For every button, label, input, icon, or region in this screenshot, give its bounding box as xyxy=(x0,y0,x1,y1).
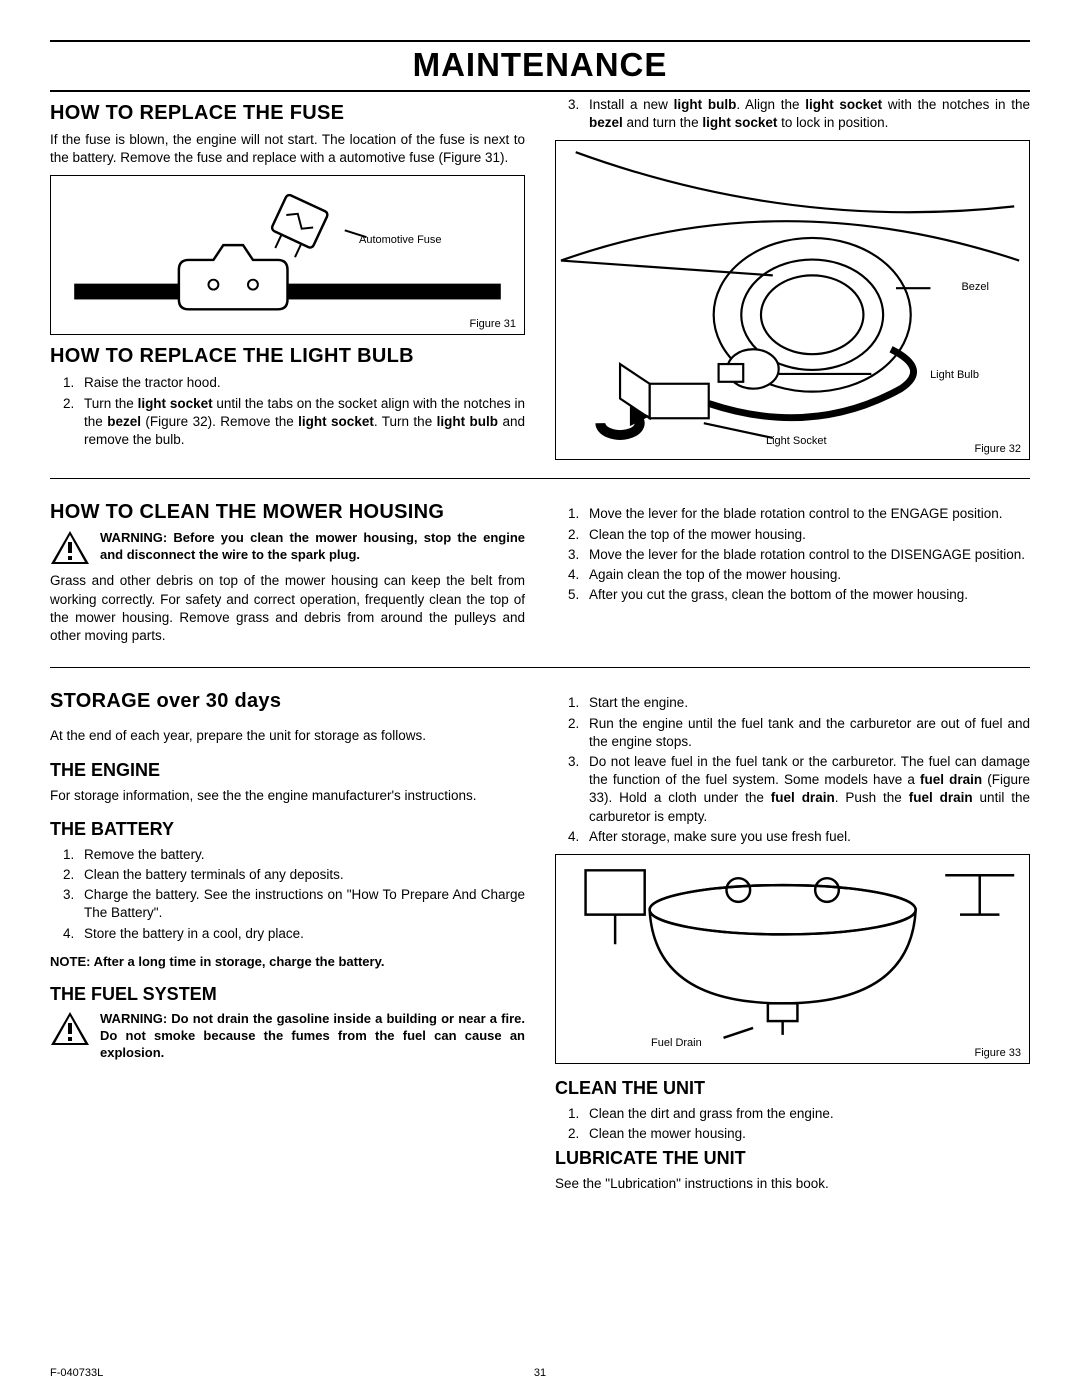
upper-right-col: Install a new light bulb. Align the ligh… xyxy=(555,92,1030,460)
upper-block: HOW TO REPLACE THE FUSE If the fuse is b… xyxy=(50,92,1030,460)
engine-para: For storage information, see the the eng… xyxy=(50,787,525,805)
clean-para: Grass and other debris on top of the mow… xyxy=(50,572,525,645)
clean-r5: After you cut the grass, clean the botto… xyxy=(583,586,1030,604)
clean-steps: Move the lever for the blade rotation co… xyxy=(555,505,1030,604)
fig32-bezel: Bezel xyxy=(961,281,989,293)
bulb-step1: Raise the tractor hood. xyxy=(78,374,525,392)
bs3b3: bezel xyxy=(589,115,623,130)
bs3b2: light socket xyxy=(805,97,882,112)
fig33-caption: Figure 33 xyxy=(975,1047,1021,1059)
clean-heading: HOW TO CLEAN THE MOWER HOUSING xyxy=(50,501,525,524)
bulb-illustration xyxy=(556,141,1029,459)
drain-illustration xyxy=(556,855,1029,1063)
low-right: Start the engine. Run the engine until t… xyxy=(555,680,1030,1196)
divider-2 xyxy=(50,667,1030,668)
bs2b1: light socket xyxy=(138,396,213,411)
cleanunit-heading: CLEAN THE UNIT xyxy=(555,1078,1030,1099)
lower-block: STORAGE over 30 days At the end of each … xyxy=(50,680,1030,1196)
top-rule xyxy=(50,40,1030,42)
warning-icon xyxy=(50,530,90,566)
divider-1 xyxy=(50,478,1030,479)
bs2m3: . Turn the xyxy=(374,414,437,429)
fuse-illustration xyxy=(51,176,524,334)
upper-left-col: HOW TO REPLACE THE FUSE If the fuse is b… xyxy=(50,92,525,460)
f3b2: fuel drain xyxy=(771,790,835,805)
clean-r2: Clean the top of the mower housing. xyxy=(583,526,1030,544)
bs3b4: light socket xyxy=(702,115,777,130)
fuel-2: Run the engine until the fuel tank and t… xyxy=(583,715,1030,751)
fig32-socket: Light Socket xyxy=(766,435,827,447)
mid-right: Move the lever for the blade rotation co… xyxy=(555,491,1030,649)
bs2a: Turn the xyxy=(84,396,138,411)
storage-para: At the end of each year, prepare the uni… xyxy=(50,727,525,745)
fig33-drain: Fuel Drain xyxy=(651,1037,702,1049)
fuel-4: After storage, make sure you use fresh f… xyxy=(583,828,1030,846)
bs2b3: light socket xyxy=(298,414,374,429)
fig32-caption: Figure 32 xyxy=(975,443,1021,455)
footer: F-040733L 31 xyxy=(50,1367,1030,1379)
fuse-para: If the fuse is blown, the engine will no… xyxy=(50,131,525,167)
bulb-step2: Turn the light socket until the tabs on … xyxy=(78,395,525,450)
fuel-steps: Start the engine. Run the engine until t… xyxy=(555,694,1030,846)
bulb-heading: HOW TO REPLACE THE LIGHT BULB xyxy=(50,345,525,368)
mid-left: HOW TO CLEAN THE MOWER HOUSING WARNING: … xyxy=(50,491,525,649)
engine-heading: THE ENGINE xyxy=(50,760,525,781)
bat-3: Charge the battery. See the instructions… xyxy=(78,886,525,922)
footer-page: 31 xyxy=(534,1367,546,1379)
fuel-warning: WARNING: Do not drain the gasoline insid… xyxy=(50,1011,525,1062)
figure-33: Fuel Drain Figure 33 xyxy=(555,854,1030,1064)
f3b3: fuel drain xyxy=(909,790,973,805)
clean-r4: Again clean the top of the mower housing… xyxy=(583,566,1030,584)
storage-heading: STORAGE over 30 days xyxy=(50,690,525,713)
fig31-caption: Figure 31 xyxy=(470,318,516,330)
battery-steps: Remove the battery. Clean the battery te… xyxy=(50,846,525,943)
figure-31: Automotive Fuse Figure 31 xyxy=(50,175,525,335)
bulb-step3: Install a new light bulb. Align the ligh… xyxy=(583,96,1030,132)
lube-heading: LUBRICATE THE UNIT xyxy=(555,1148,1030,1169)
clean-r1: Move the lever for the blade rotation co… xyxy=(583,505,1030,523)
fuel-warning-text: WARNING: Do not drain the gasoline insid… xyxy=(100,1011,525,1062)
low-left: STORAGE over 30 days At the end of each … xyxy=(50,680,525,1196)
fig32-bulb: Light Bulb xyxy=(930,369,979,381)
clean-warning: WARNING: Before you clean the mower hous… xyxy=(50,530,525,566)
page-title: MAINTENANCE xyxy=(50,46,1030,84)
footer-left: F-040733L xyxy=(50,1367,103,1379)
fig31-label-fuse: Automotive Fuse xyxy=(359,234,442,246)
bs3m2: with the notches in the xyxy=(882,97,1030,112)
bat-1: Remove the battery. xyxy=(78,846,525,864)
fuel-1: Start the engine. xyxy=(583,694,1030,712)
f3m2: . Push the xyxy=(835,790,909,805)
cu-1: Clean the dirt and grass from the engine… xyxy=(583,1105,1030,1123)
clean-warning-text: WARNING: Before you clean the mower hous… xyxy=(100,530,525,564)
bs3m3: and turn the xyxy=(623,115,703,130)
bs2b2: bezel xyxy=(107,414,141,429)
battery-note: NOTE: After a long time in storage, char… xyxy=(50,953,525,971)
fuel-heading: THE FUEL SYSTEM xyxy=(50,984,525,1005)
bs3b1: light bulb xyxy=(674,97,737,112)
cleanunit-steps: Clean the dirt and grass from the engine… xyxy=(555,1105,1030,1143)
bs3m1: . Align the xyxy=(736,97,805,112)
fuse-heading: HOW TO REPLACE THE FUSE xyxy=(50,102,525,125)
f3b1: fuel drain xyxy=(920,772,982,787)
bat-4: Store the battery in a cool, dry place. xyxy=(78,925,525,943)
bs3a: Install a new xyxy=(589,97,674,112)
bs2b4: light bulb xyxy=(437,414,498,429)
bs3e: to lock in position. xyxy=(777,115,888,130)
bulb-steps-left: Raise the tractor hood. Turn the light s… xyxy=(50,374,525,449)
middle-block: HOW TO CLEAN THE MOWER HOUSING WARNING: … xyxy=(50,491,1030,649)
clean-r3: Move the lever for the blade rotation co… xyxy=(583,546,1030,564)
cu-2: Clean the mower housing. xyxy=(583,1125,1030,1143)
bs2m2: (Figure 32). Remove the xyxy=(141,414,298,429)
battery-heading: THE BATTERY xyxy=(50,819,525,840)
fuel-3: Do not leave fuel in the fuel tank or th… xyxy=(583,753,1030,826)
bulb-steps-right: Install a new light bulb. Align the ligh… xyxy=(555,96,1030,132)
lube-para: See the "Lubrication" instructions in th… xyxy=(555,1175,1030,1193)
figure-32: Bezel Light Bulb Light Socket Figure 32 xyxy=(555,140,1030,460)
bat-2: Clean the battery terminals of any depos… xyxy=(78,866,525,884)
warning-icon xyxy=(50,1011,90,1047)
